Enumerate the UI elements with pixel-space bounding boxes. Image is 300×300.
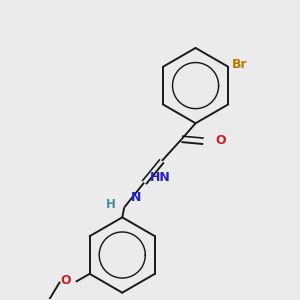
- Text: Br: Br: [232, 58, 248, 71]
- Text: O: O: [61, 274, 71, 287]
- Text: H: H: [105, 198, 115, 211]
- Text: HN: HN: [149, 171, 170, 184]
- Text: O: O: [215, 134, 226, 147]
- Text: N: N: [131, 190, 141, 204]
